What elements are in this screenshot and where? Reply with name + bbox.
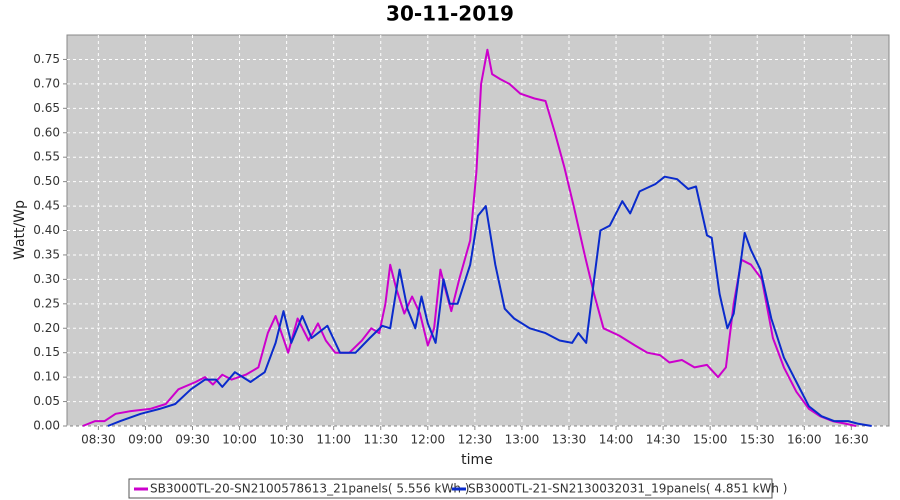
x-tick-label: 10:30	[269, 433, 304, 447]
x-tick-label: 16:30	[834, 433, 869, 447]
x-tick-label: 15:30	[740, 433, 775, 447]
y-tick-label: 0.60	[33, 125, 60, 139]
chart-title: 30-11-2019	[386, 2, 514, 26]
x-tick-label: 14:00	[599, 433, 634, 447]
y-tick-label: 0.70	[33, 76, 60, 90]
x-tick-label: 12:00	[411, 433, 446, 447]
x-tick-label: 15:00	[693, 433, 728, 447]
x-tick-label: 12:30	[458, 433, 493, 447]
x-tick-label: 10:00	[222, 433, 257, 447]
x-tick-label: 16:00	[787, 433, 822, 447]
x-tick-label: 11:30	[363, 433, 398, 447]
y-tick-label: 0.65	[33, 101, 60, 115]
y-tick-label: 0.30	[33, 272, 60, 286]
y-tick-label: 0.20	[33, 321, 60, 335]
x-tick-label: 11:00	[316, 433, 351, 447]
y-tick-label: 0.45	[33, 199, 60, 213]
y-tick-label: 0.35	[33, 247, 60, 261]
y-tick-label: 0.15	[33, 345, 60, 359]
x-tick-label: 08:30	[81, 433, 116, 447]
x-tick-label: 13:30	[552, 433, 587, 447]
x-tick-label: 09:30	[175, 433, 210, 447]
x-tick-label: 13:00	[505, 433, 540, 447]
y-tick-label: 0.00	[33, 419, 60, 433]
line-series	[107, 175, 872, 427]
x-tick-label: 09:00	[128, 433, 163, 447]
legend-label: SB3000TL-21-SN2130032031_19panels( 4.851…	[468, 482, 787, 496]
y-tick-label: 0.05	[33, 394, 60, 408]
y-tick-label: 0.75	[33, 52, 60, 66]
y-tick-label: 0.50	[33, 174, 60, 188]
y-tick-label: 0.10	[33, 370, 60, 384]
legend	[128, 478, 773, 499]
legend-label: SB3000TL-20-SN2100578613_21panels( 5.556…	[150, 482, 469, 496]
y-axis-title: Watt/Wp	[12, 200, 28, 260]
x-axis-title: time	[461, 452, 493, 468]
y-tick-label: 0.40	[33, 223, 60, 237]
y-tick-label: 0.25	[33, 296, 60, 310]
y-tick-label: 0.55	[33, 150, 60, 164]
x-tick-label: 14:30	[646, 433, 681, 447]
